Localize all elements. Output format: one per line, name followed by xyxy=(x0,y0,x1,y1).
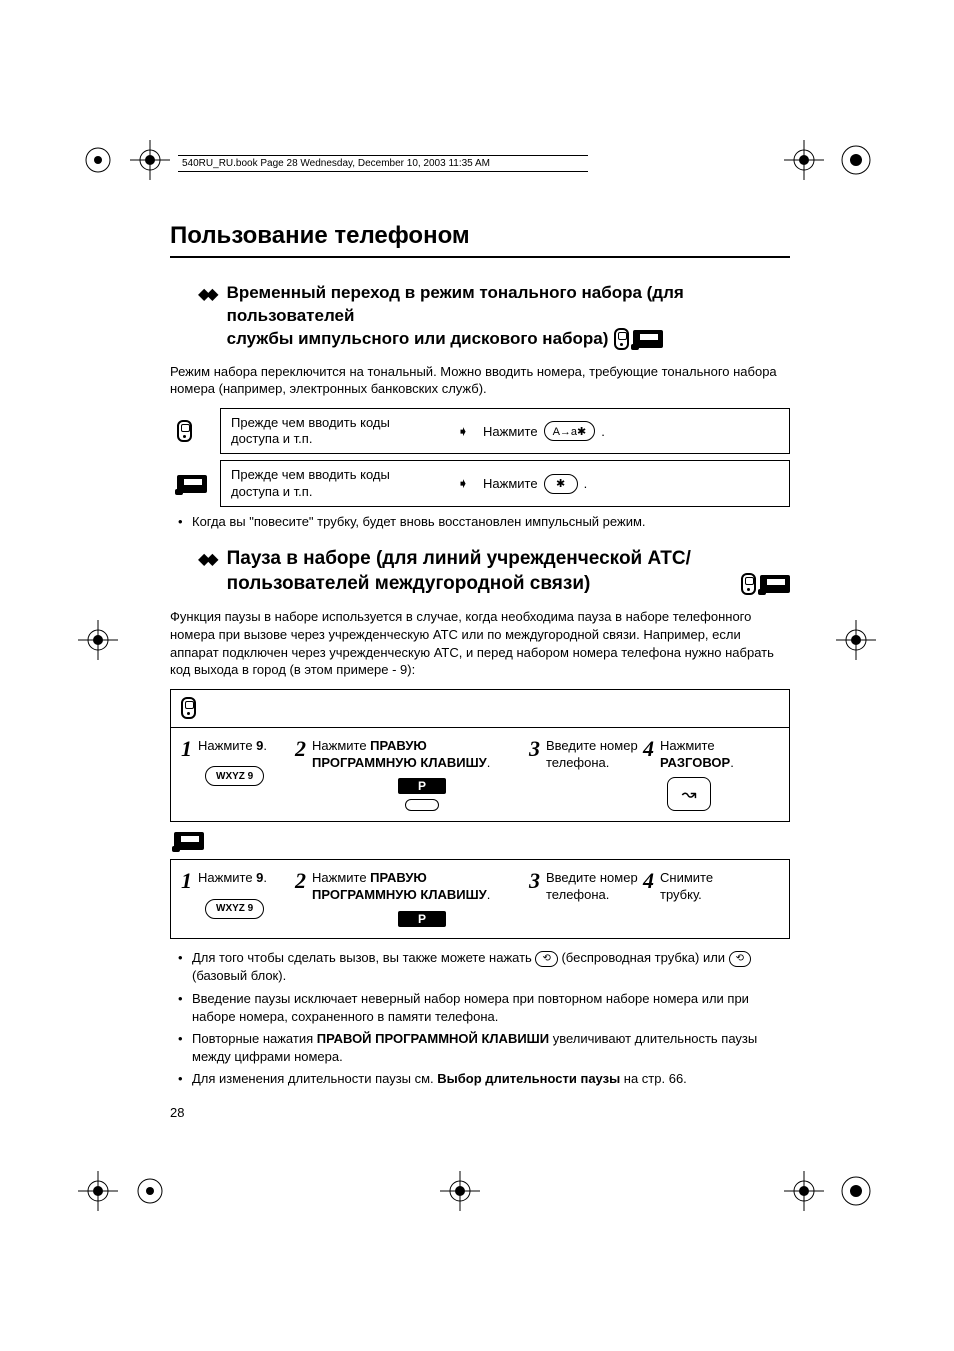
box1-left-text: Прежде чем вводить коды доступа и т.п. xyxy=(221,409,451,454)
speaker-key-icon: ⟲ xyxy=(729,951,751,967)
section-1-title-line1: Временный переход в режим тонального наб… xyxy=(227,282,790,328)
key-9: WXYZ 9 xyxy=(205,766,264,786)
note-item: Введение паузы исключает неверный набор … xyxy=(176,990,790,1026)
print-header: 540RU_RU.book Page 28 Wednesday, Decembe… xyxy=(178,155,588,172)
step-text: Нажмите xyxy=(312,738,370,753)
pause-badge: P xyxy=(398,778,446,794)
box2-left-text: Прежде чем вводить коды доступа и т.п. xyxy=(221,461,451,506)
crop-mark xyxy=(836,1171,876,1211)
step-1: 1 Нажмите 9. WXYZ 9 xyxy=(181,870,291,928)
pause-steps-handset: 1 Нажмите 9. WXYZ 9 2 Нажмите ПРАВУЮ ПРО… xyxy=(170,689,790,823)
tone-dial-base-box: Прежде чем вводить коды доступа и т.п. ➧… xyxy=(220,460,790,507)
page-content: 540RU_RU.book Page 28 Wednesday, Decembe… xyxy=(170,155,790,1120)
step-text-bold: 9 xyxy=(256,738,263,753)
base-unit-icon xyxy=(177,475,207,493)
tone-dial-handset-box: Прежде чем вводить коды доступа и т.п. ➧… xyxy=(220,408,790,455)
section-2-notes: Для того чтобы сделать вызов, вы также м… xyxy=(176,949,790,1088)
arrow-icon: ➧ xyxy=(451,475,475,492)
step-text: Нажмите xyxy=(660,738,715,753)
handset-icon xyxy=(741,573,756,595)
note-item: Для изменения длительности паузы см. Выб… xyxy=(176,1070,790,1088)
box2-action-text: Нажмите xyxy=(483,476,538,491)
step-1: 1 Нажмите 9. WXYZ 9 xyxy=(181,738,291,812)
crop-mark xyxy=(440,1171,480,1211)
section-2-header: ◆◆ Пауза в наборе (для линий учрежденчес… xyxy=(198,547,790,596)
step-text: Введите номер телефона. xyxy=(546,738,639,772)
step-number: 2 xyxy=(295,738,306,760)
crop-mark xyxy=(784,140,824,180)
talk-key-icon: ↝ xyxy=(667,777,711,811)
crop-mark xyxy=(130,140,170,180)
crop-mark xyxy=(836,620,876,660)
page-number: 28 xyxy=(170,1105,790,1120)
handset-icon xyxy=(614,328,629,350)
pause-badge: P xyxy=(398,911,446,927)
crop-mark xyxy=(836,140,876,180)
step-text: Введите номер телефона. xyxy=(546,870,639,904)
base-unit-icon xyxy=(633,330,663,348)
crop-mark xyxy=(78,140,118,180)
section-1-intro: Режим набора переключится на тональный. … xyxy=(170,363,790,398)
step-number: 4 xyxy=(643,738,654,760)
box1-action-text: Нажмите xyxy=(483,424,538,439)
step-number: 1 xyxy=(181,870,192,892)
diamond-bullets-icon: ◆◆ xyxy=(198,547,215,569)
step-2: 2 Нажмите ПРАВУЮ ПРОГРАММНУЮ КЛАВИШУ. P xyxy=(295,870,525,928)
section-1-header: ◆◆ Временный переход в режим тонального … xyxy=(198,282,790,351)
step-3: 3 Введите номер телефона. xyxy=(529,738,639,812)
crop-mark xyxy=(784,1171,824,1211)
step-text: Нажмите xyxy=(312,870,370,885)
key-9: WXYZ 9 xyxy=(205,899,264,919)
step-number: 2 xyxy=(295,870,306,892)
step-text: Снимите трубку. xyxy=(660,870,753,904)
diamond-bullets-icon: ◆◆ xyxy=(198,282,215,304)
star-key: ✱ xyxy=(544,474,578,494)
arrow-icon: ➧ xyxy=(451,423,475,440)
crop-mark xyxy=(78,1171,118,1211)
step-text: Нажмите xyxy=(198,738,256,753)
crop-mark xyxy=(78,620,118,660)
section-1-notes: Когда вы "повесите" трубку, будет вновь … xyxy=(176,513,790,531)
step-3: 3 Введите номер телефона. xyxy=(529,870,639,928)
step-number: 3 xyxy=(529,870,540,892)
step-2: 2 Нажмите ПРАВУЮ ПРОГРАММНУЮ КЛАВИШУ. P xyxy=(295,738,525,812)
base-unit-icon xyxy=(760,575,790,593)
step-4: 4 Снимите трубку. xyxy=(643,870,753,928)
tone-key: A→a✱ xyxy=(544,421,596,441)
note-item: Для того чтобы сделать вызов, вы также м… xyxy=(176,949,790,985)
step-number: 3 xyxy=(529,738,540,760)
note-item: Повторные нажатия ПРАВОЙ ПРОГРАММНОЙ КЛА… xyxy=(176,1030,790,1066)
note-item: Когда вы "повесите" трубку, будет вновь … xyxy=(176,513,790,531)
step-4: 4 Нажмите РАЗГОВОР. ↝ xyxy=(643,738,753,812)
handset-icon xyxy=(177,420,192,442)
section-1-title-line2: службы импульсного или дискового набора) xyxy=(227,328,609,351)
step-text: Нажмите xyxy=(198,870,256,885)
step-number: 4 xyxy=(643,870,654,892)
chapter-title: Пользование телефоном xyxy=(170,222,790,258)
base-unit-icon xyxy=(174,832,204,850)
step-text-bold: 9 xyxy=(256,870,263,885)
softkey-icon xyxy=(405,799,439,811)
step-text-bold: РАЗГОВОР xyxy=(660,755,730,770)
handset-icon xyxy=(181,697,196,719)
section-2-title-line2: пользователей междугородной связи) xyxy=(227,572,735,597)
speaker-key-icon: ⟲ xyxy=(535,951,557,967)
section-2-title-line1: Пауза в наборе (для линий учрежденческой… xyxy=(227,547,790,572)
step-number: 1 xyxy=(181,738,192,760)
crop-mark xyxy=(130,1171,170,1211)
section-2-intro: Функция паузы в наборе используется в сл… xyxy=(170,608,790,678)
pause-steps-base: 1 Нажмите 9. WXYZ 9 2 Нажмите ПРАВУЮ ПРО… xyxy=(170,859,790,939)
